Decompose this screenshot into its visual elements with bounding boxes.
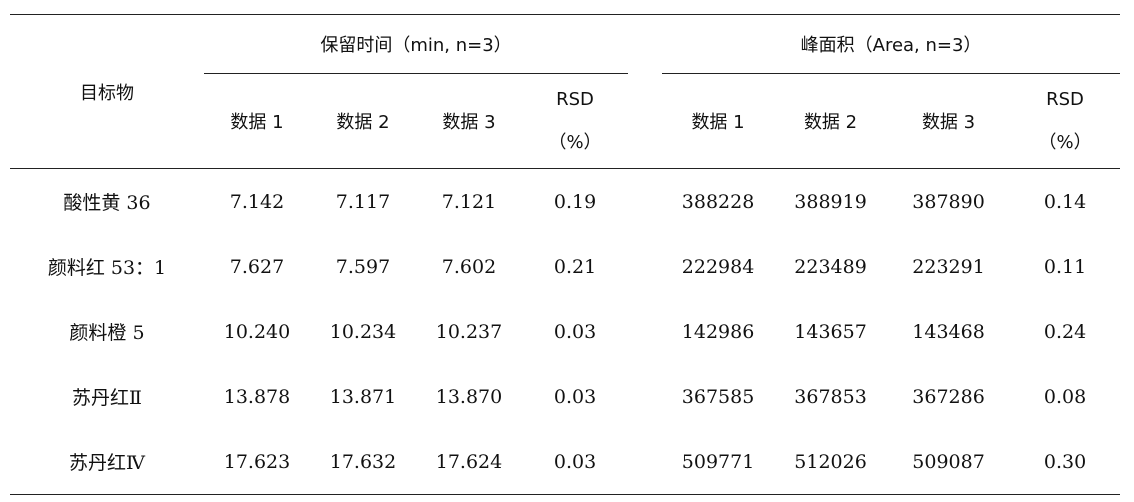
area-rsd-value: 0.08 [1043, 385, 1087, 408]
area-value: 142986 [681, 320, 755, 343]
compound-name: 苏丹红Ⅳ [10, 429, 204, 495]
rt-value: 7.597 [335, 255, 391, 278]
compound-name: 酸性黄 36 [63, 192, 151, 214]
area-value: 223291 [912, 255, 985, 278]
area-value: 387890 [912, 190, 985, 213]
area-rsd-label: RSD [1046, 88, 1084, 110]
area-rsd-value: 0.30 [1010, 429, 1121, 495]
rt-rsd-value: 0.19 [553, 190, 597, 213]
area-rsd-unit: （%） [1038, 131, 1092, 153]
area-value: 388919 [794, 190, 867, 213]
area-value: 509087 [887, 429, 1011, 495]
rt-value: 13.871 [329, 385, 397, 408]
area-value: 143657 [794, 320, 867, 343]
header-row-sub: 数据 1 数据 2 数据 3 RSD （%） 数据 1 数据 2 数据 3 RS… [10, 73, 1121, 169]
header-area-group: 峰面积（Area, n=3） [662, 14, 1121, 74]
rt-value: 10.234 [329, 320, 397, 343]
group-gap [628, 14, 663, 74]
header-rt-data-2: 数据 2 [310, 73, 416, 169]
header-rt-data-1: 数据 1 [204, 73, 310, 169]
rt-value: 7.121 [441, 190, 497, 213]
header-rt-rsd: RSD （%） [522, 73, 629, 169]
area-value: 223489 [794, 255, 867, 278]
gap-cell [628, 299, 662, 364]
rt-value: 7.117 [335, 190, 391, 213]
rt-rsd-value: 0.21 [553, 255, 597, 278]
gap-cell [628, 429, 663, 495]
rt-rsd-value: 0.03 [553, 385, 597, 408]
header-area-data-2: 数据 2 [774, 73, 888, 169]
rt-value: 10.237 [435, 320, 503, 343]
table-row: 颜料红 53：1 7.627 7.597 7.602 0.21 222984 2… [10, 234, 1120, 299]
area-value: 143468 [912, 320, 985, 343]
rt-value: 17.623 [204, 429, 310, 495]
rt-value: 17.632 [310, 429, 416, 495]
header-area-data-3: 数据 3 [887, 73, 1011, 169]
rt-value: 7.602 [441, 255, 497, 278]
area-rsd-value: 0.14 [1043, 190, 1087, 213]
area-value: 367286 [912, 385, 985, 408]
area-value: 509771 [662, 429, 775, 495]
header-row-group: 目标物 保留时间（min, n=3） 峰面积（Area, n=3） [10, 14, 1121, 169]
gap-cell [628, 364, 662, 429]
header-target: 目标物 [10, 14, 204, 169]
rt-value: 13.878 [223, 385, 291, 408]
rt-value: 17.624 [416, 429, 522, 495]
compound-name: 颜料红 53：1 [47, 257, 167, 279]
area-value: 367853 [794, 385, 867, 408]
rt-rsd-value: 0.03 [522, 429, 629, 495]
rt-value: 7.627 [229, 255, 285, 278]
sub-gap [628, 73, 663, 169]
area-rsd-value: 0.11 [1043, 255, 1087, 278]
table-row: 颜料橙 5 10.240 10.234 10.237 0.03 142986 1… [10, 299, 1120, 364]
area-value: 388228 [681, 190, 755, 213]
compound-name: 苏丹红Ⅱ [72, 387, 142, 409]
table-row: 苏丹红Ⅱ 13.878 13.871 13.870 0.03 367585 36… [10, 364, 1120, 429]
area-value: 367585 [681, 385, 755, 408]
data-table: 目标物 保留时间（min, n=3） 峰面积（Area, n=3） 数据 1 数… [10, 14, 1121, 495]
rt-rsd-value: 0.03 [553, 320, 597, 343]
rt-value: 10.240 [223, 320, 291, 343]
gap-cell [628, 169, 662, 235]
gap-cell [628, 234, 662, 299]
header-retention-group: 保留时间（min, n=3） [204, 14, 629, 74]
area-rsd-value: 0.24 [1043, 320, 1087, 343]
rt-rsd-label: RSD [556, 88, 594, 110]
compound-name: 颜料橙 5 [69, 322, 145, 344]
rt-value: 7.142 [229, 190, 285, 213]
area-value: 222984 [681, 255, 755, 278]
table-row: 苏丹红Ⅳ 17.623 17.632 17.624 0.03 509771 51… [10, 429, 1121, 495]
header-area-rsd: RSD （%） [1010, 73, 1121, 169]
rt-rsd-unit: （%） [548, 131, 602, 153]
table-row: 酸性黄 36 7.142 7.117 7.121 0.19 388228 388… [10, 169, 1120, 235]
header-rt-data-3: 数据 3 [416, 73, 522, 169]
header-area-data-1: 数据 1 [662, 73, 775, 169]
rt-value: 13.870 [435, 385, 503, 408]
area-value: 512026 [774, 429, 888, 495]
